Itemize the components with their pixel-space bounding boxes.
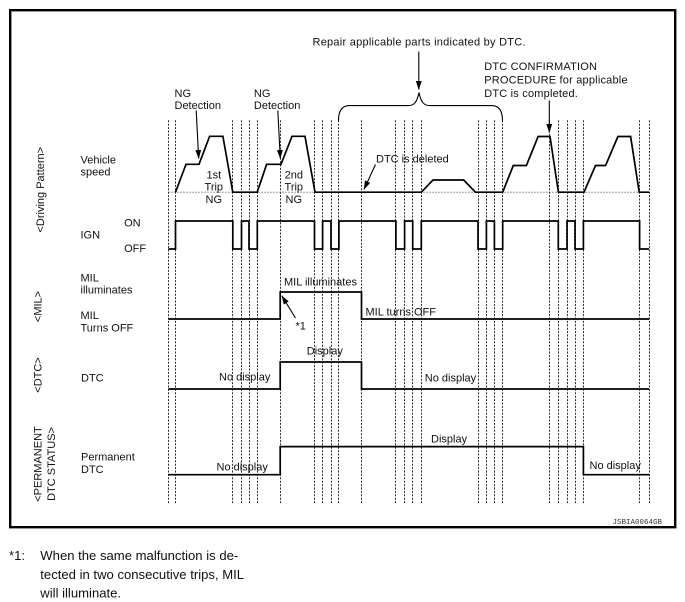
svg-text:NG: NG [254, 88, 271, 100]
svg-text:No display: No display [590, 460, 642, 472]
svg-text:<DTC>: <DTC> [33, 357, 45, 392]
svg-text:IGN: IGN [81, 229, 101, 241]
svg-text:2nd: 2nd [285, 169, 303, 181]
svg-text:NG: NG [206, 194, 223, 206]
svg-text:NG: NG [175, 88, 192, 100]
svg-text:MIL turns OFF: MIL turns OFF [366, 307, 437, 319]
svg-text:will illuminate.: will illuminate. [39, 585, 121, 600]
svg-text:JSBIA0064GB: JSBIA0064GB [613, 519, 663, 527]
svg-text:*1:: *1: [9, 548, 25, 563]
svg-text:NG: NG [286, 194, 303, 206]
svg-text:Permanent: Permanent [81, 452, 135, 464]
svg-text:DTC: DTC [81, 372, 104, 384]
svg-text:Detection: Detection [175, 100, 221, 112]
svg-text:MIL illuminates: MIL illuminates [284, 276, 357, 288]
svg-text:Turns OFF: Turns OFF [81, 322, 134, 334]
svg-text:DTC is completed.: DTC is completed. [484, 88, 578, 100]
svg-text:Display: Display [307, 345, 344, 357]
svg-text:Detection: Detection [254, 100, 300, 112]
svg-text:No display: No display [217, 461, 269, 473]
svg-text:PROCEDURE for applicable: PROCEDURE for applicable [484, 75, 628, 87]
svg-text:<Driving Pattern>: <Driving Pattern> [35, 147, 47, 233]
svg-text:Trip: Trip [205, 181, 224, 193]
svg-text:Repair applicable parts indica: Repair applicable parts indicated by DTC… [313, 36, 526, 48]
svg-text:<PERMANENT: <PERMANENT [33, 426, 45, 502]
svg-text:Display: Display [431, 434, 468, 446]
svg-text:1st: 1st [206, 169, 221, 181]
svg-text:*1: *1 [296, 321, 306, 333]
svg-text:ON: ON [124, 217, 141, 229]
svg-text:tected in two consecutive trip: tected in two consecutive trips, MIL [40, 567, 244, 582]
svg-text:speed: speed [81, 167, 111, 179]
svg-text:OFF: OFF [124, 243, 146, 255]
svg-text:No display: No display [425, 373, 477, 385]
svg-text:illuminates: illuminates [81, 285, 133, 297]
svg-text:MIL: MIL [81, 310, 99, 322]
svg-text:DTC STATUS>: DTC STATUS> [46, 427, 58, 501]
svg-text:MIL: MIL [81, 272, 99, 284]
svg-text:DTC CONFIRMATION: DTC CONFIRMATION [484, 61, 597, 73]
svg-text:Trip: Trip [285, 181, 304, 193]
svg-text:No display: No display [219, 372, 271, 384]
svg-text:When the same malfunction is d: When the same malfunction is de- [40, 548, 238, 563]
svg-text:DTC: DTC [81, 464, 104, 476]
svg-text:<MIL>: <MIL> [33, 291, 45, 322]
svg-text:Vehicle: Vehicle [81, 154, 116, 166]
svg-text:DTC is deleted: DTC is deleted [376, 154, 449, 166]
